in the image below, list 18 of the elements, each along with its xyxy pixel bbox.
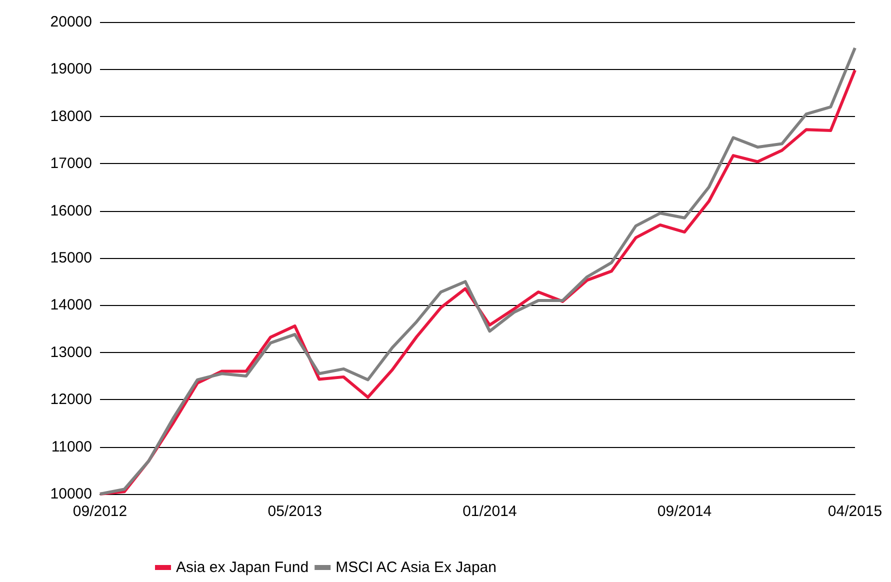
y-tick-label: 15000 [50, 250, 92, 266]
y-tick-label: 12000 [50, 391, 92, 408]
y-tick-label: 18000 [50, 108, 92, 125]
y-tick-label: 16000 [50, 202, 92, 220]
x-tick-label: 05/2013 [268, 503, 322, 520]
y-tick-label: 19000 [50, 60, 92, 78]
y-tick-label: 14000 [50, 296, 92, 314]
y-tick-label: 20000 [50, 14, 92, 30]
legend-label: Asia ex Japan Fund [176, 559, 309, 576]
x-tick-label: 01/2014 [462, 503, 517, 520]
y-tick-label: 17000 [50, 155, 92, 172]
y-tick-label: 11000 [51, 438, 92, 456]
x-tick-label: 09/2012 [72, 503, 128, 520]
y-tick-label: 10000 [50, 486, 92, 502]
x-tick-label: 04/2015 [828, 503, 882, 520]
x-tick-label: 09/2014 [657, 503, 712, 520]
y-tick-label: 13000 [50, 344, 92, 361]
legend-label: MSCI AC Asia Ex Japan [336, 559, 496, 576]
